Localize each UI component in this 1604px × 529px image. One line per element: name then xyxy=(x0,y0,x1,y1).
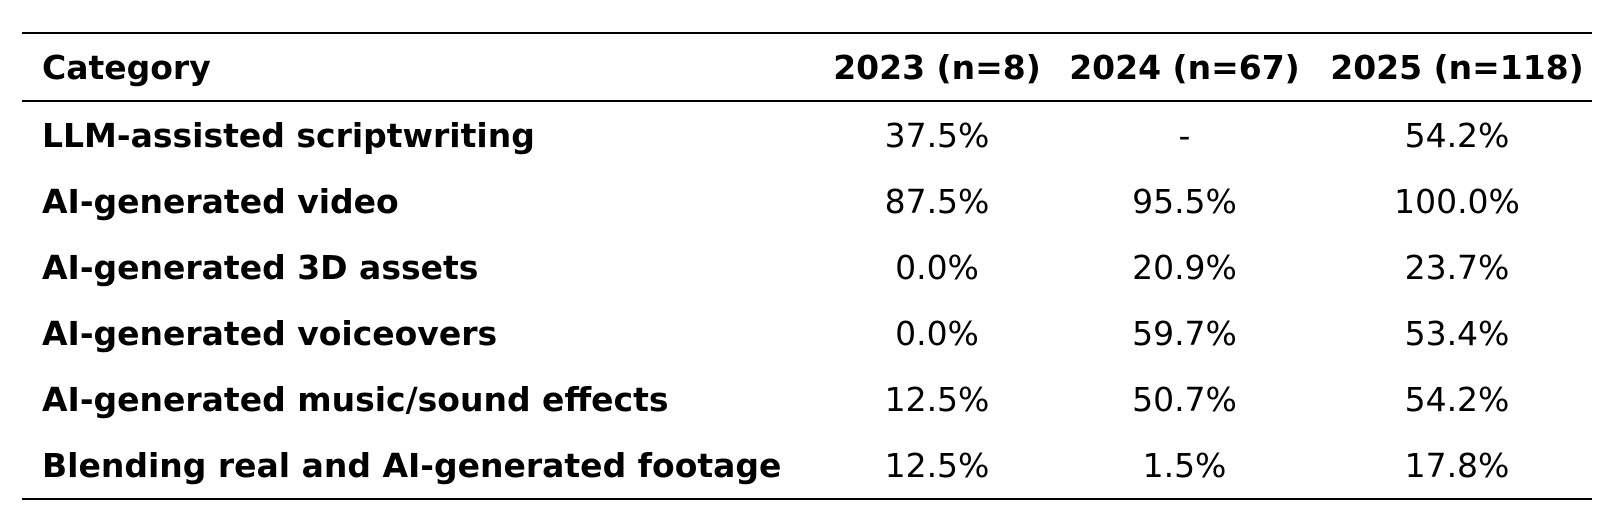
table-row: Blending real and AI-generated footage 1… xyxy=(22,432,1592,499)
value-2024-cell: 95.5% xyxy=(1132,181,1237,221)
table-row: AI-generated 3D assets 0.0% 20.9% 23.7% xyxy=(22,234,1592,300)
value-2025-cell: 53.4% xyxy=(1404,313,1510,353)
value-2025-cell: 54.2% xyxy=(1404,115,1510,155)
table-row: AI-generated music/sound effects 12.5% 5… xyxy=(22,366,1592,432)
value-2023-cell: 37.5% xyxy=(884,115,990,155)
category-cell: LLM-assisted scriptwriting xyxy=(42,115,535,155)
header-2024: 2024 (n=67) xyxy=(1069,47,1300,87)
category-cell: AI-generated 3D assets xyxy=(42,247,479,287)
value-2025-cell: 23.7% xyxy=(1404,247,1510,287)
table-header-row: Category 2023 (n=8) 2024 (n=67) 2025 (n=… xyxy=(22,33,1592,101)
value-2023-cell: 87.5% xyxy=(884,181,990,221)
category-cell: AI-generated video xyxy=(42,181,399,221)
value-2024-cell: 59.7% xyxy=(1132,313,1237,353)
adoption-table: Category 2023 (n=8) 2024 (n=67) 2025 (n=… xyxy=(22,32,1592,500)
table-row: AI-generated video 87.5% 95.5% 100.0% xyxy=(22,168,1592,234)
header-category: Category xyxy=(42,47,211,87)
value-2025-cell: 100.0% xyxy=(1394,181,1520,221)
value-2024-cell: 20.9% xyxy=(1132,247,1237,287)
table-row: AI-generated voiceovers 0.0% 59.7% 53.4% xyxy=(22,300,1592,366)
value-2024-cell: - xyxy=(1178,115,1191,155)
value-2023-cell: 0.0% xyxy=(895,247,979,287)
category-cell: Blending real and AI-generated footage xyxy=(42,445,782,485)
table-row: LLM-assisted scriptwriting 37.5% - 54.2% xyxy=(22,101,1592,168)
header-2025: 2025 (n=118) xyxy=(1330,47,1584,87)
value-2025-cell: 17.8% xyxy=(1404,445,1510,485)
value-2023-cell: 12.5% xyxy=(884,445,990,485)
value-2025-cell: 54.2% xyxy=(1404,379,1510,419)
value-2023-cell: 12.5% xyxy=(884,379,990,419)
header-2023: 2023 (n=8) xyxy=(833,47,1041,87)
value-2023-cell: 0.0% xyxy=(895,313,979,353)
value-2024-cell: 50.7% xyxy=(1132,379,1237,419)
category-cell: AI-generated voiceovers xyxy=(42,313,498,353)
category-cell: AI-generated music/sound effects xyxy=(42,379,669,419)
value-2024-cell: 1.5% xyxy=(1142,445,1227,485)
